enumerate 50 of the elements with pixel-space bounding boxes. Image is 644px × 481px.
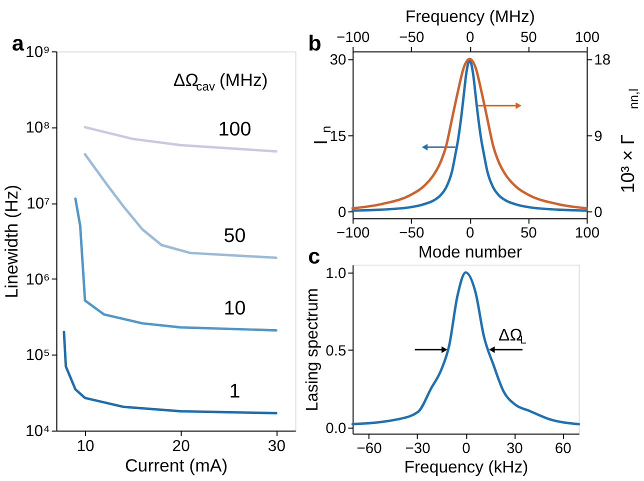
x-tick-label: −60 <box>356 440 382 457</box>
series-label: 100 <box>218 118 252 141</box>
x-tick-label: 10 <box>76 438 94 455</box>
y-tick-label: 0.5 <box>326 343 346 360</box>
x-tick-label: 30 <box>268 438 286 455</box>
x2-tick-label: −50 <box>399 226 424 242</box>
y-tick-label: 0.0 <box>326 420 346 437</box>
y-tick-label: 10⁴ <box>26 423 50 440</box>
series-label: 1 <box>229 380 240 402</box>
y2-tick-label: 9 <box>594 128 602 145</box>
series-label: 10 <box>224 298 246 320</box>
x2-axis-title: Frequency (MHz) <box>405 7 535 26</box>
x-axis-title: Frequency (kHz) <box>404 458 528 477</box>
x2-tick-label: −100 <box>336 226 370 242</box>
y-tick-label: 0 <box>338 205 346 222</box>
x-tick-label: 100 <box>574 30 600 46</box>
y-tick-label: 10⁸ <box>26 120 50 137</box>
x-tick-label: 0 <box>466 30 474 46</box>
y-tick-label: 10⁵ <box>26 347 50 364</box>
y-tick-label: 30 <box>330 52 346 68</box>
line-series <box>62 330 278 414</box>
x2-tick-label: 100 <box>574 226 600 242</box>
x-tick-label: −100 <box>336 30 370 46</box>
chart-title: b <box>308 30 322 56</box>
text: 10³ × Γnn,l <box>617 88 641 194</box>
x2-tick-label: 0 <box>466 226 474 242</box>
line-series <box>351 271 580 426</box>
chart-title: c <box>308 244 320 269</box>
x-tick-label: 30 <box>506 440 523 457</box>
y-tick-label: 10⁷ <box>26 196 50 212</box>
x-tick-label: −50 <box>399 30 424 46</box>
x-axis-title: Mode number <box>418 242 522 262</box>
y-tick-label: 1.0 <box>326 266 346 282</box>
x-tick-label: 60 <box>554 440 572 457</box>
x-tick-label: 50 <box>520 30 537 46</box>
x-tick-label: 0 <box>462 440 470 457</box>
y-axis-title: Lasing spectrum <box>302 288 322 412</box>
y-axis-title: Linewidth (Hz) <box>2 184 22 298</box>
x-tick-label: −30 <box>405 440 430 457</box>
y-tick-label: 10⁹ <box>26 44 50 61</box>
line-series <box>84 153 278 260</box>
series-label: 50 <box>224 224 246 247</box>
chart-title: a <box>12 30 25 56</box>
x-axis-title: Current (mA) <box>124 456 228 476</box>
y2-tick-label: 18 <box>594 52 611 68</box>
line-series <box>74 198 278 332</box>
x-tick-label: 20 <box>172 438 190 455</box>
y-tick-label: 10⁶ <box>26 271 50 288</box>
x2-tick-label: 50 <box>520 226 537 242</box>
y2-tick-label: 0 <box>594 205 602 222</box>
